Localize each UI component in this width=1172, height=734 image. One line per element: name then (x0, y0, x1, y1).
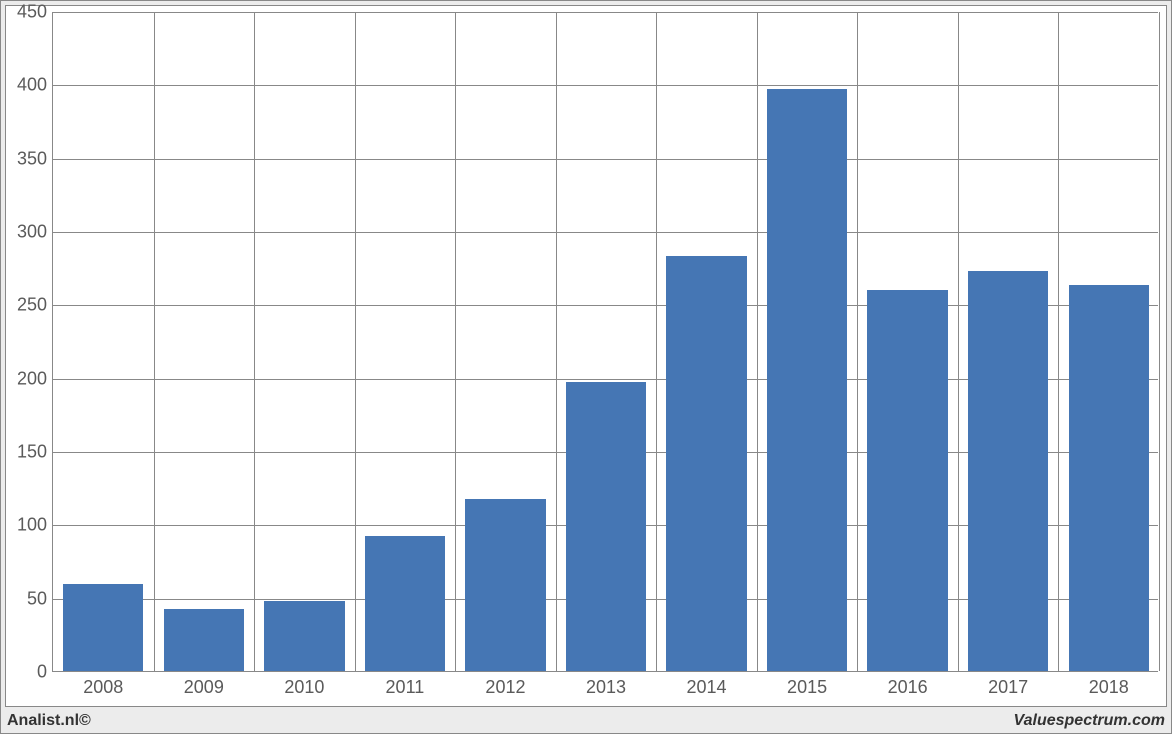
gridline-h (53, 159, 1158, 160)
y-tick-label: 350 (17, 148, 53, 169)
gridline-v (455, 12, 456, 671)
gridline-v (355, 12, 356, 671)
bar (264, 601, 344, 671)
x-tick-label: 2014 (687, 671, 727, 698)
x-tick-label: 2010 (284, 671, 324, 698)
y-tick-label: 50 (27, 588, 53, 609)
x-tick-label: 2012 (485, 671, 525, 698)
footer-right-text: Valuespectrum.com (1014, 712, 1165, 730)
y-tick-label: 100 (17, 515, 53, 536)
gridline-v (1159, 12, 1160, 671)
bar (465, 499, 545, 671)
chart-frame: 0 50 100 150 200 250 300 350 400 450 2008 2009 2010 2… (0, 0, 1172, 734)
y-tick-label: 250 (17, 295, 53, 316)
x-tick-label: 2018 (1089, 671, 1129, 698)
gridline-v (254, 12, 255, 671)
footer-left-text: Analist.nl© (7, 712, 91, 730)
gridline-v (154, 12, 155, 671)
y-tick-label: 450 (17, 2, 53, 23)
gridline-h (53, 85, 1158, 86)
gridline-v (556, 12, 557, 671)
y-tick-label: 400 (17, 75, 53, 96)
bar (968, 271, 1048, 671)
gridline-v (757, 12, 758, 671)
bar (63, 584, 143, 671)
bar (767, 89, 847, 671)
bar (365, 536, 445, 671)
plot-area: 0501001502002503003504004502008200920102… (52, 12, 1158, 672)
gridline-v (656, 12, 657, 671)
y-tick-label: 0 (37, 662, 53, 683)
gridline-v (1058, 12, 1059, 671)
gridline-v (958, 12, 959, 671)
bar (566, 382, 646, 671)
gridline-v (857, 12, 858, 671)
x-tick-label: 2009 (184, 671, 224, 698)
bar (867, 290, 947, 671)
x-tick-label: 2013 (586, 671, 626, 698)
plot-wrapper: 0 50 100 150 200 250 300 350 400 450 2008 2009 2010 2… (5, 5, 1167, 707)
x-tick-label: 2008 (83, 671, 123, 698)
y-tick-label: 150 (17, 442, 53, 463)
bar (1069, 285, 1149, 671)
y-tick-label: 300 (17, 222, 53, 243)
x-tick-label: 2011 (386, 671, 425, 698)
gridline-h (53, 232, 1158, 233)
bar (666, 256, 746, 671)
x-tick-label: 2016 (888, 671, 928, 698)
bar (164, 609, 244, 671)
x-tick-label: 2017 (988, 671, 1028, 698)
y-tick-label: 200 (17, 368, 53, 389)
footer-bar: Analist.nl© Valuespectrum.com (7, 711, 1165, 731)
x-tick-label: 2015 (787, 671, 827, 698)
gridline-h (53, 12, 1158, 13)
